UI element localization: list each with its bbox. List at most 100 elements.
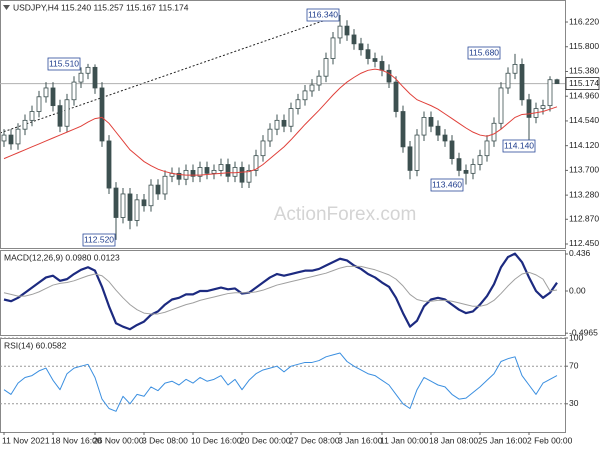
- x-tick-label: 3 Jan 16:00: [338, 435, 383, 445]
- candle-body: [547, 79, 553, 107]
- candle-body: [337, 25, 343, 39]
- candle-body: [99, 87, 105, 142]
- annotation-box: [306, 8, 340, 22]
- candle-body: [393, 81, 399, 112]
- candle-body: [211, 169, 217, 174]
- annotation: 112.520: [82, 233, 116, 247]
- candle-body: [505, 72, 511, 89]
- candle-body: [414, 134, 420, 171]
- candle-body: [78, 72, 84, 83]
- candle-body: [302, 90, 308, 101]
- annotation-box: [82, 233, 116, 247]
- candle-body: [365, 49, 371, 59]
- x-tick-label: 2 Feb 00:00: [527, 435, 573, 445]
- x-tick-label: 26 Nov 00:00: [93, 435, 144, 445]
- candle-body: [428, 117, 434, 127]
- candle-body: [477, 155, 483, 165]
- candle-body: [267, 128, 273, 142]
- candle-body: [351, 34, 357, 45]
- candle-body: [190, 169, 196, 177]
- candle-body: [449, 140, 455, 160]
- candle-body: [141, 199, 147, 207]
- candle-body: [43, 87, 49, 98]
- y-tick-label: 100: [569, 332, 583, 342]
- y-tick-label: 0.00: [569, 285, 586, 295]
- candle-body: [92, 66, 98, 89]
- candle-body: [36, 96, 42, 112]
- y-tick-label: 114.960: [569, 90, 599, 100]
- candle-body: [176, 172, 182, 180]
- x-tick-label: 25 Jan 16:00: [478, 435, 527, 445]
- candle-body: [239, 167, 245, 183]
- candle-body: [1, 134, 7, 142]
- candle-body: [484, 140, 490, 157]
- candle-body: [162, 175, 168, 195]
- candle-body: [281, 119, 287, 127]
- candle-body: [421, 117, 427, 136]
- panel-title: USDJPY,H4 115.240 115.257 115.167 115.17…: [13, 2, 189, 12]
- candle-body: [22, 119, 28, 130]
- y-tick-label: 116.220: [569, 16, 599, 26]
- x-tick-label: 20 Dec 00:00: [240, 435, 291, 445]
- y-tick-label: 0.436: [569, 248, 591, 258]
- x-tick-label: 27 Dec 08:00: [289, 435, 340, 445]
- y-tick-label: 70: [569, 360, 579, 370]
- candle-body: [470, 164, 476, 174]
- candle-body: [85, 66, 91, 74]
- candle-body: [197, 167, 203, 177]
- y-tick-label: 114.120: [569, 140, 599, 150]
- candle-body: [246, 169, 252, 183]
- annotation: 113.460: [430, 178, 464, 192]
- candle-body: [15, 128, 21, 145]
- candle-body: [218, 164, 224, 171]
- candle-body: [498, 87, 504, 124]
- watermark: ActionForex.com: [274, 204, 417, 225]
- annotation: 114.140: [502, 139, 536, 153]
- annotation-label: 114.140: [504, 140, 534, 150]
- y-tick-label: 112.870: [569, 214, 599, 224]
- series-line: [3, 252, 558, 331]
- annotation-box: [430, 178, 464, 192]
- candle-body: [372, 58, 378, 62]
- annotation-label: 113.460: [432, 179, 462, 189]
- candle-body: [50, 87, 56, 107]
- y-tick-label: -0.4965: [569, 327, 598, 337]
- candle-body: [519, 64, 525, 101]
- candle-body: [253, 155, 259, 171]
- candle-body: [323, 58, 329, 77]
- annotation-box: [467, 46, 501, 60]
- annotation-label: 115.510: [49, 58, 79, 68]
- candle-body: [260, 140, 266, 157]
- candle-body: [407, 146, 413, 171]
- y-tick-label: 115.380: [569, 66, 599, 76]
- panel-frame: [0, 338, 566, 433]
- annotation-box: [47, 57, 81, 71]
- candle-body: [8, 134, 14, 145]
- candle-body: [57, 105, 63, 127]
- candle-body: [120, 193, 126, 218]
- candle-body: [456, 158, 462, 171]
- y-tick-label: 113.700: [569, 165, 599, 175]
- panel-frame: [0, 250, 566, 336]
- annotation-label: 115.680: [469, 47, 499, 57]
- candle-body: [295, 99, 301, 109]
- candle-body: [29, 111, 35, 121]
- candle-body: [330, 37, 336, 59]
- candle-body: [386, 69, 392, 83]
- candle-body: [127, 193, 133, 221]
- annotation: 116.340: [306, 8, 340, 22]
- annotation: 115.510: [47, 57, 81, 71]
- symbol-icon: [3, 5, 10, 10]
- annotation-box: [502, 139, 536, 153]
- candle-body: [148, 184, 154, 207]
- candle-body: [106, 140, 112, 189]
- candle-body: [400, 111, 406, 148]
- candle-body: [232, 167, 238, 177]
- y-tick-label: 113.280: [569, 189, 599, 199]
- x-tick-label: 18 Nov 16:00: [51, 435, 102, 445]
- candle-body: [344, 25, 350, 36]
- candle-body: [204, 167, 210, 174]
- candle-body: [358, 43, 364, 51]
